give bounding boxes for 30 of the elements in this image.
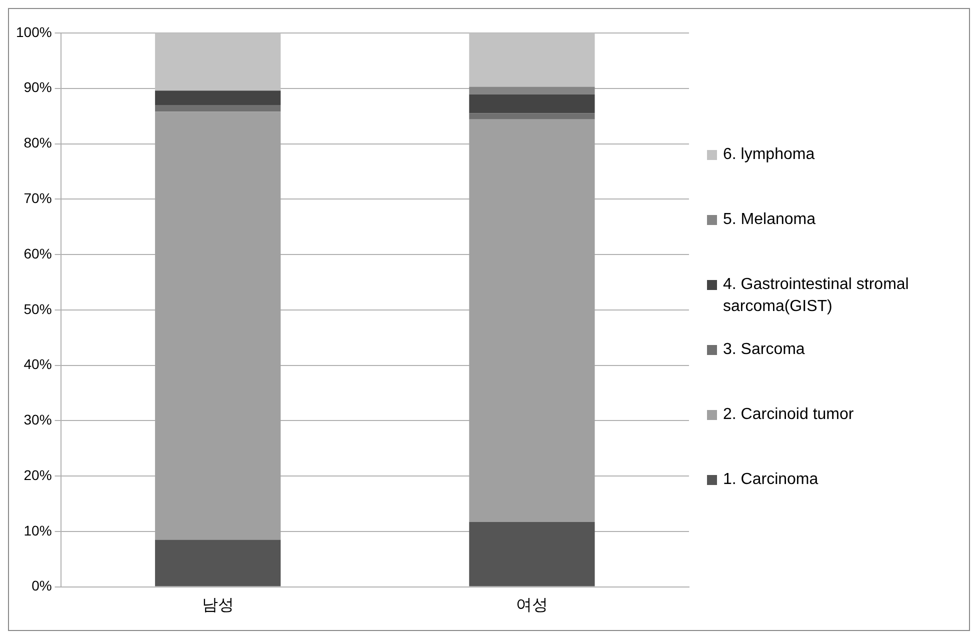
y-tick-label: 100% [16,24,52,40]
bar [155,104,281,112]
bar [469,94,595,114]
x-tick-label: 남성 [202,596,234,614]
bar [469,113,595,120]
y-tick-label: 10% [24,522,52,538]
y-tick-label: 60% [24,245,52,262]
bar [469,33,595,87]
y-tick-label: 50% [24,300,52,317]
legend-label: 2. Carcinoid tumor [723,405,854,425]
y-tick-label: 20% [24,466,52,483]
bar [155,90,281,105]
y-tick-label: 30% [24,412,52,428]
y-tick-label: 0% [32,578,52,594]
y-tick-label: 70% [24,190,52,206]
legend-label: 3. Sarcoma [723,340,805,360]
y-tick-label: 80% [24,134,52,151]
y-tick-label: 90% [24,79,52,96]
bar [469,522,595,586]
bar [155,33,281,91]
bar [469,86,595,94]
legend-label: 5. Melanoma [723,210,816,230]
x-tick-label: 여성 [516,596,548,614]
y-tick-label: 40% [24,356,52,372]
legend-label: 6. lymphoma [723,145,815,165]
bar [469,119,595,522]
bar [155,112,281,540]
legend-label: 4. Gastrointestinal stromal sarcoma(GIST) [723,275,910,317]
legend-label: 1. Carcinoma [723,470,818,490]
bar [155,540,281,586]
